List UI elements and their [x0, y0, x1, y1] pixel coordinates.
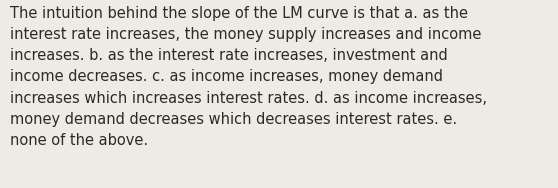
Text: The intuition behind the slope of the LM curve is that a. as the
interest rate i: The intuition behind the slope of the LM…	[10, 6, 487, 148]
